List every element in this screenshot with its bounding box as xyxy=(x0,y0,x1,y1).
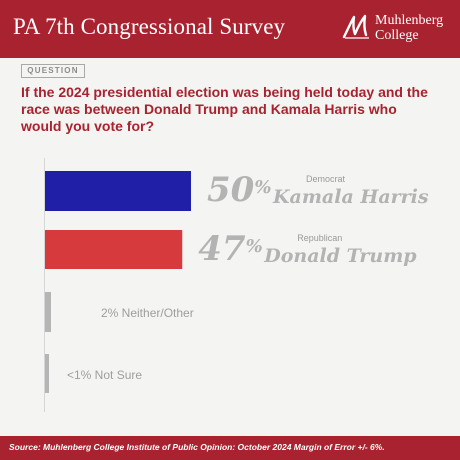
logo-text-line1: Muhlenberg xyxy=(375,13,444,28)
bar-not-sure xyxy=(45,354,49,393)
candidate-name: Donald Trump xyxy=(264,245,417,267)
footer-banner: Source: Muhlenberg College Institute of … xyxy=(0,436,460,460)
source-note: Source: Muhlenberg College Institute of … xyxy=(9,442,385,452)
question-tag: QUESTION xyxy=(21,64,85,78)
header-banner: PA 7th Congressional Survey Muhlenberg C… xyxy=(0,0,460,58)
question-text: If the 2024 presidential election was be… xyxy=(21,84,428,134)
value-label-kamala-harris: 50% xyxy=(207,170,272,210)
muhlenberg-logo: Muhlenberg College xyxy=(342,11,452,47)
party-label: Democrat xyxy=(306,174,346,184)
bar-neither-other xyxy=(45,292,51,332)
candidate-name: Kamala Harris xyxy=(273,186,429,208)
party-label: Republican xyxy=(297,233,343,243)
bar-kamala-harris xyxy=(45,171,191,211)
page-title: PA 7th Congressional Survey xyxy=(13,14,286,39)
value-label-neither-other: 2% Neither/Other xyxy=(101,306,194,320)
bar-donald-trump xyxy=(45,230,183,269)
value-label-donald-trump: 47% xyxy=(198,229,263,269)
logo-mark-icon xyxy=(342,14,369,39)
chart-axis-line xyxy=(44,158,45,412)
value-label-not-sure: <1% Not Sure xyxy=(67,368,143,382)
logo-text-line2: College xyxy=(375,28,419,43)
results-chart xyxy=(45,171,191,393)
